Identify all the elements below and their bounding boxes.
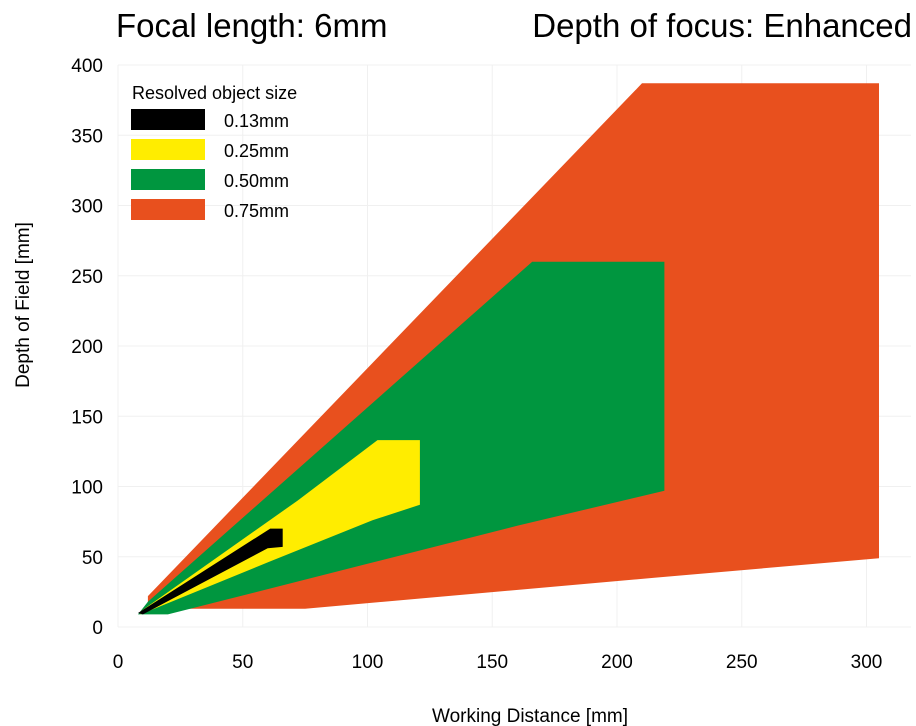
y-tick-label: 300 bbox=[71, 197, 103, 218]
y-tick-label: 200 bbox=[71, 337, 103, 358]
legend-swatch bbox=[131, 169, 205, 190]
tick-labels: 0 50 100 150 200 250 300 0 50 100 150 200 250 300 350 4… bbox=[71, 56, 882, 673]
legend: Resolved object size 0.13mm 0.25mm 0.50mm 0… bbox=[131, 83, 297, 221]
x-tick-label: 150 bbox=[476, 652, 508, 673]
x-tick-label: 200 bbox=[601, 652, 633, 673]
y-tick-label: 150 bbox=[71, 407, 103, 428]
legend-swatch bbox=[131, 199, 205, 220]
legend-title: Resolved object size bbox=[132, 83, 297, 103]
series-area-0-13mm bbox=[138, 528, 283, 615]
chart-title-left: Focal length: 6mm bbox=[116, 7, 388, 44]
legend-label: 0.50mm bbox=[224, 171, 289, 191]
series-layer bbox=[138, 83, 879, 615]
x-tick-label: 250 bbox=[726, 652, 758, 673]
y-tick-label: 350 bbox=[71, 126, 103, 147]
chart-title-right: Depth of focus: Enhanced bbox=[532, 7, 912, 44]
legend-swatch bbox=[131, 109, 205, 130]
y-tick-label: 50 bbox=[82, 548, 103, 569]
x-tick-label: 300 bbox=[851, 652, 883, 673]
y-tick-label: 0 bbox=[92, 618, 103, 639]
y-tick-label: 100 bbox=[71, 478, 103, 499]
y-tick-label: 400 bbox=[71, 56, 103, 77]
legend-swatch bbox=[131, 139, 205, 160]
legend-label: 0.25mm bbox=[224, 141, 289, 161]
y-axis-title: Depth of Field [mm] bbox=[13, 222, 34, 388]
legend-label: 0.75mm bbox=[224, 201, 289, 221]
legend-label: 0.13mm bbox=[224, 111, 289, 131]
x-tick-label: 0 bbox=[113, 652, 124, 673]
x-tick-label: 50 bbox=[232, 652, 253, 673]
x-axis-title: Working Distance [mm] bbox=[432, 706, 628, 726]
x-tick-label: 100 bbox=[352, 652, 384, 673]
y-tick-label: 250 bbox=[71, 267, 103, 288]
